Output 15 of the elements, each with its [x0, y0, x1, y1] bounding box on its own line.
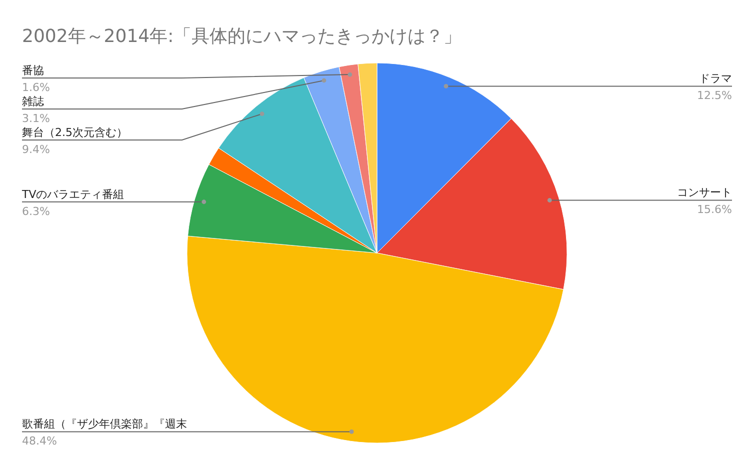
data-label: 3.1% [22, 112, 50, 125]
slice-label: ドラマ [699, 72, 732, 86]
slice-label: コンサート [677, 186, 732, 200]
data-label: 12.5% [697, 89, 732, 102]
data-label: 48.4% [22, 434, 57, 448]
data-label: 15.6% [697, 203, 732, 216]
slice-label: TVのバラエティ番組 [21, 188, 124, 201]
data-label: 6.3% [22, 204, 50, 218]
slice-label: 舞台（2.5次元含む） [22, 126, 128, 139]
chart-title: 2002年～2014年:「具体的にハマったきっかけは？」 [22, 26, 462, 47]
data-label: 9.4% [22, 143, 50, 156]
slice-label: 雑誌 [22, 95, 44, 108]
slice-label: 歌番組（『ザ少年倶楽部』『週末 [22, 418, 187, 431]
data-label: 1.6% [22, 81, 50, 94]
slice-label: 番協 [22, 64, 44, 77]
